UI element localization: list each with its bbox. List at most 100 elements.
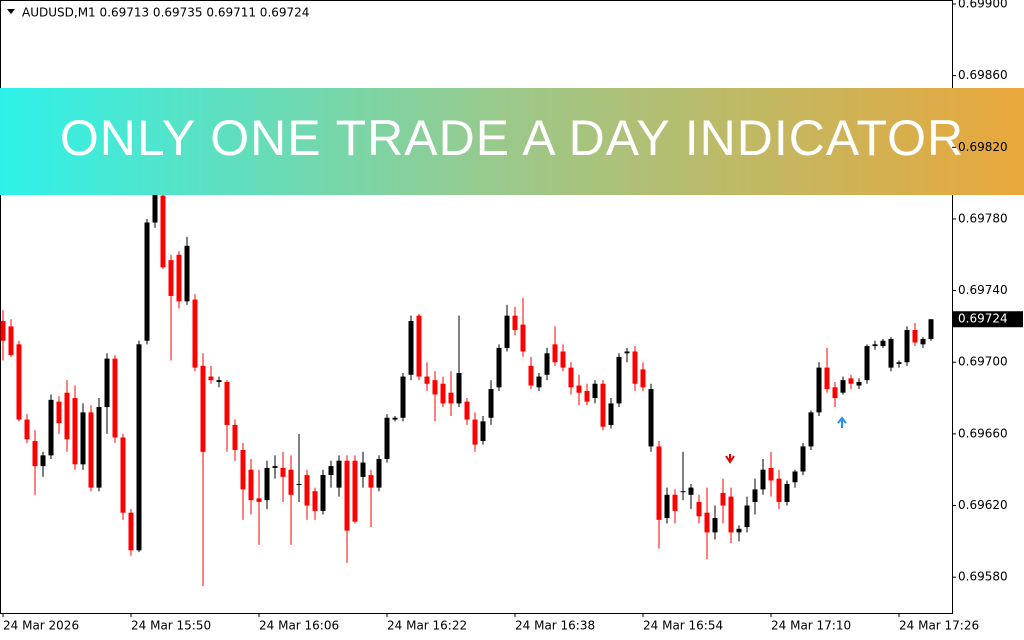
candle-body	[312, 491, 318, 511]
candle-body	[216, 380, 222, 382]
candle-body	[408, 321, 414, 375]
candle-body	[888, 338, 894, 368]
last-price-label: 0.69724	[958, 312, 1008, 326]
x-tick-label: 24 Mar 15:50	[131, 619, 211, 633]
candle-body	[784, 484, 790, 502]
candle-body	[8, 326, 14, 356]
candle-body	[856, 381, 862, 386]
candle-body	[832, 387, 838, 399]
candle-body	[720, 492, 726, 506]
plot-frame	[0, 0, 953, 614]
banner-text: ONLY ONE TRADE A DAY INDICATOR	[60, 110, 964, 166]
banner	[0, 88, 1024, 195]
candle-body	[48, 399, 54, 456]
chart-title: AUDUSD,M1 0.69713 0.69735 0.69711 0.6972…	[22, 6, 309, 20]
candle-body	[728, 496, 734, 533]
candle-body	[432, 380, 438, 395]
candle-body	[496, 347, 502, 388]
candle-body	[552, 344, 558, 363]
x-tick-label: 24 Mar 17:26	[899, 619, 979, 633]
candle-body	[56, 401, 62, 424]
candle-body	[672, 494, 678, 511]
candle-body	[920, 338, 926, 345]
candle-body	[184, 245, 190, 302]
sell-arrow	[725, 454, 735, 464]
candle-body	[120, 437, 126, 513]
candle-body	[248, 469, 254, 501]
candle-body	[168, 260, 174, 296]
y-tick-label: 0.69900	[958, 0, 1008, 11]
candle-body	[512, 315, 518, 330]
candle-body	[608, 403, 614, 425]
candle-body	[648, 389, 654, 447]
candle-body	[192, 299, 198, 368]
candle-body	[232, 424, 238, 451]
x-tick-label: 24 Mar 2026	[3, 619, 79, 633]
candle-body	[288, 469, 294, 495]
candle-body	[296, 484, 302, 486]
x-tick-label: 24 Mar 17:10	[771, 619, 851, 633]
candle-body	[664, 494, 670, 519]
candle-body	[816, 367, 822, 413]
candle-body	[704, 512, 710, 533]
candle-body	[632, 351, 638, 384]
candle-body	[352, 460, 358, 522]
candle-body	[600, 383, 606, 427]
x-tick-label: 24 Mar 16:54	[643, 619, 723, 633]
candle-body	[872, 344, 878, 347]
candle-body	[592, 383, 598, 399]
candle-body	[584, 390, 590, 402]
y-tick-label: 0.69740	[958, 283, 1008, 297]
candle-body	[256, 498, 262, 502]
candle-body	[368, 475, 374, 488]
candle-body	[88, 412, 94, 488]
candle-body	[112, 358, 118, 438]
candle-body	[136, 344, 142, 551]
candle-body	[616, 356, 622, 404]
candle-body	[768, 467, 774, 481]
candle-body	[264, 467, 270, 501]
candle-body	[808, 412, 814, 447]
candle-body	[416, 315, 422, 377]
candle-body	[536, 376, 542, 388]
candle-body	[304, 475, 310, 506]
candle-body	[640, 369, 646, 388]
candle-body	[568, 367, 574, 388]
candle-body	[392, 417, 398, 420]
x-tick-label: 24 Mar 16:06	[259, 619, 339, 633]
candle-body	[480, 421, 486, 442]
candle-body	[848, 378, 854, 384]
candle-body	[560, 351, 566, 368]
candle-body	[928, 319, 934, 339]
candle-body	[208, 376, 214, 381]
candle-body	[128, 512, 134, 551]
candle-body	[96, 407, 102, 488]
candle-body	[384, 417, 390, 459]
candle-body	[824, 367, 830, 390]
candle-body	[472, 419, 478, 445]
candle-body	[24, 419, 30, 440]
candle-body	[520, 324, 526, 352]
candle-body	[840, 380, 846, 393]
candle-body	[456, 372, 462, 404]
candle-body	[680, 491, 686, 493]
last-price-box	[953, 311, 1023, 328]
candle-body	[800, 446, 806, 472]
candle-body	[576, 385, 582, 393]
candle-body	[80, 412, 86, 465]
candle-body	[344, 460, 350, 531]
candle-body	[400, 376, 406, 418]
candle-body	[0, 321, 6, 341]
candle-body	[688, 487, 694, 495]
candle-body	[880, 340, 886, 347]
candle-body	[504, 315, 510, 348]
candle-body	[712, 518, 718, 533]
y-tick-label: 0.69780	[958, 211, 1008, 225]
candle-body	[160, 195, 166, 268]
candle-body	[488, 389, 494, 418]
y-tick-label: 0.69620	[958, 498, 1008, 512]
candle-body	[744, 505, 750, 528]
candle-body	[104, 358, 110, 408]
candle-body	[72, 398, 78, 465]
candle-body	[776, 478, 782, 502]
